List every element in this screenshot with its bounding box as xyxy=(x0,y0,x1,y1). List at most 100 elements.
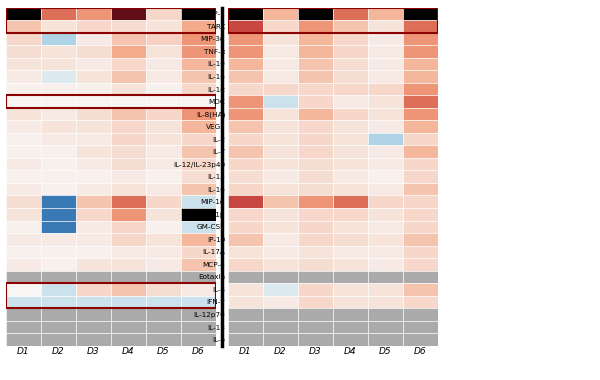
Bar xyxy=(298,58,333,70)
Bar xyxy=(181,195,216,208)
Bar xyxy=(368,95,403,108)
Bar xyxy=(228,8,263,20)
Bar xyxy=(6,333,41,346)
Bar xyxy=(76,95,111,108)
Bar xyxy=(263,183,298,195)
Bar xyxy=(111,171,146,183)
Bar xyxy=(41,308,76,321)
Bar xyxy=(228,133,263,146)
Bar xyxy=(146,33,181,45)
Bar xyxy=(181,95,216,108)
Bar xyxy=(41,58,76,70)
Bar xyxy=(181,321,216,333)
Bar xyxy=(228,158,263,171)
Bar xyxy=(263,220,298,233)
Bar xyxy=(298,133,333,146)
Bar xyxy=(228,283,263,296)
Bar xyxy=(403,220,438,233)
Bar xyxy=(6,283,41,296)
Bar xyxy=(181,20,216,33)
Bar xyxy=(111,70,146,83)
Bar xyxy=(181,271,216,283)
Bar xyxy=(333,308,368,321)
Bar xyxy=(228,245,263,258)
Bar xyxy=(263,20,298,33)
Bar xyxy=(111,208,146,220)
Bar xyxy=(333,45,368,58)
Bar xyxy=(76,245,111,258)
Bar xyxy=(181,245,216,258)
Bar xyxy=(146,58,181,70)
Bar xyxy=(111,108,146,120)
Bar xyxy=(111,308,146,321)
Bar xyxy=(181,171,216,183)
Bar xyxy=(76,308,111,321)
Bar xyxy=(333,233,368,245)
Bar xyxy=(41,83,76,95)
Bar xyxy=(146,146,181,158)
Bar xyxy=(298,108,333,120)
Bar xyxy=(41,158,76,171)
Bar xyxy=(298,95,333,108)
Bar xyxy=(228,58,263,70)
Bar xyxy=(298,258,333,271)
Bar xyxy=(403,258,438,271)
Bar xyxy=(333,108,368,120)
Bar xyxy=(41,146,76,158)
Bar xyxy=(368,308,403,321)
Bar xyxy=(181,83,216,95)
Bar xyxy=(181,296,216,308)
Bar xyxy=(146,296,181,308)
Bar xyxy=(263,195,298,208)
Bar xyxy=(333,8,368,20)
Bar xyxy=(146,8,181,20)
Bar xyxy=(298,120,333,133)
Bar xyxy=(368,208,403,220)
Bar xyxy=(333,133,368,146)
Bar xyxy=(298,45,333,58)
Bar xyxy=(6,183,41,195)
Bar xyxy=(368,258,403,271)
Bar xyxy=(333,321,368,333)
Bar xyxy=(228,120,263,133)
Bar xyxy=(263,58,298,70)
Bar xyxy=(298,245,333,258)
Bar xyxy=(298,183,333,195)
Bar xyxy=(298,171,333,183)
Bar xyxy=(298,333,333,346)
Bar xyxy=(263,146,298,158)
Bar xyxy=(146,45,181,58)
Bar xyxy=(298,146,333,158)
Bar xyxy=(181,283,216,296)
Bar xyxy=(41,20,76,33)
Bar xyxy=(368,146,403,158)
Bar xyxy=(298,220,333,233)
Bar xyxy=(298,308,333,321)
Bar xyxy=(76,333,111,346)
Bar xyxy=(6,58,41,70)
Bar xyxy=(76,20,111,33)
Bar xyxy=(333,183,368,195)
Bar xyxy=(6,271,41,283)
Bar xyxy=(111,333,146,346)
Bar xyxy=(228,33,263,45)
Bar xyxy=(181,133,216,146)
Bar xyxy=(298,195,333,208)
Bar xyxy=(146,308,181,321)
Bar xyxy=(111,58,146,70)
Bar xyxy=(228,95,263,108)
Bar xyxy=(111,183,146,195)
Bar xyxy=(146,95,181,108)
Bar xyxy=(41,8,76,20)
Bar xyxy=(368,158,403,171)
Bar xyxy=(6,33,41,45)
Bar xyxy=(6,95,216,108)
Bar xyxy=(181,220,216,233)
Bar xyxy=(263,296,298,308)
Bar xyxy=(368,83,403,95)
Bar xyxy=(403,95,438,108)
Bar xyxy=(228,70,263,83)
Bar xyxy=(76,83,111,95)
Bar xyxy=(76,195,111,208)
Bar xyxy=(333,70,368,83)
